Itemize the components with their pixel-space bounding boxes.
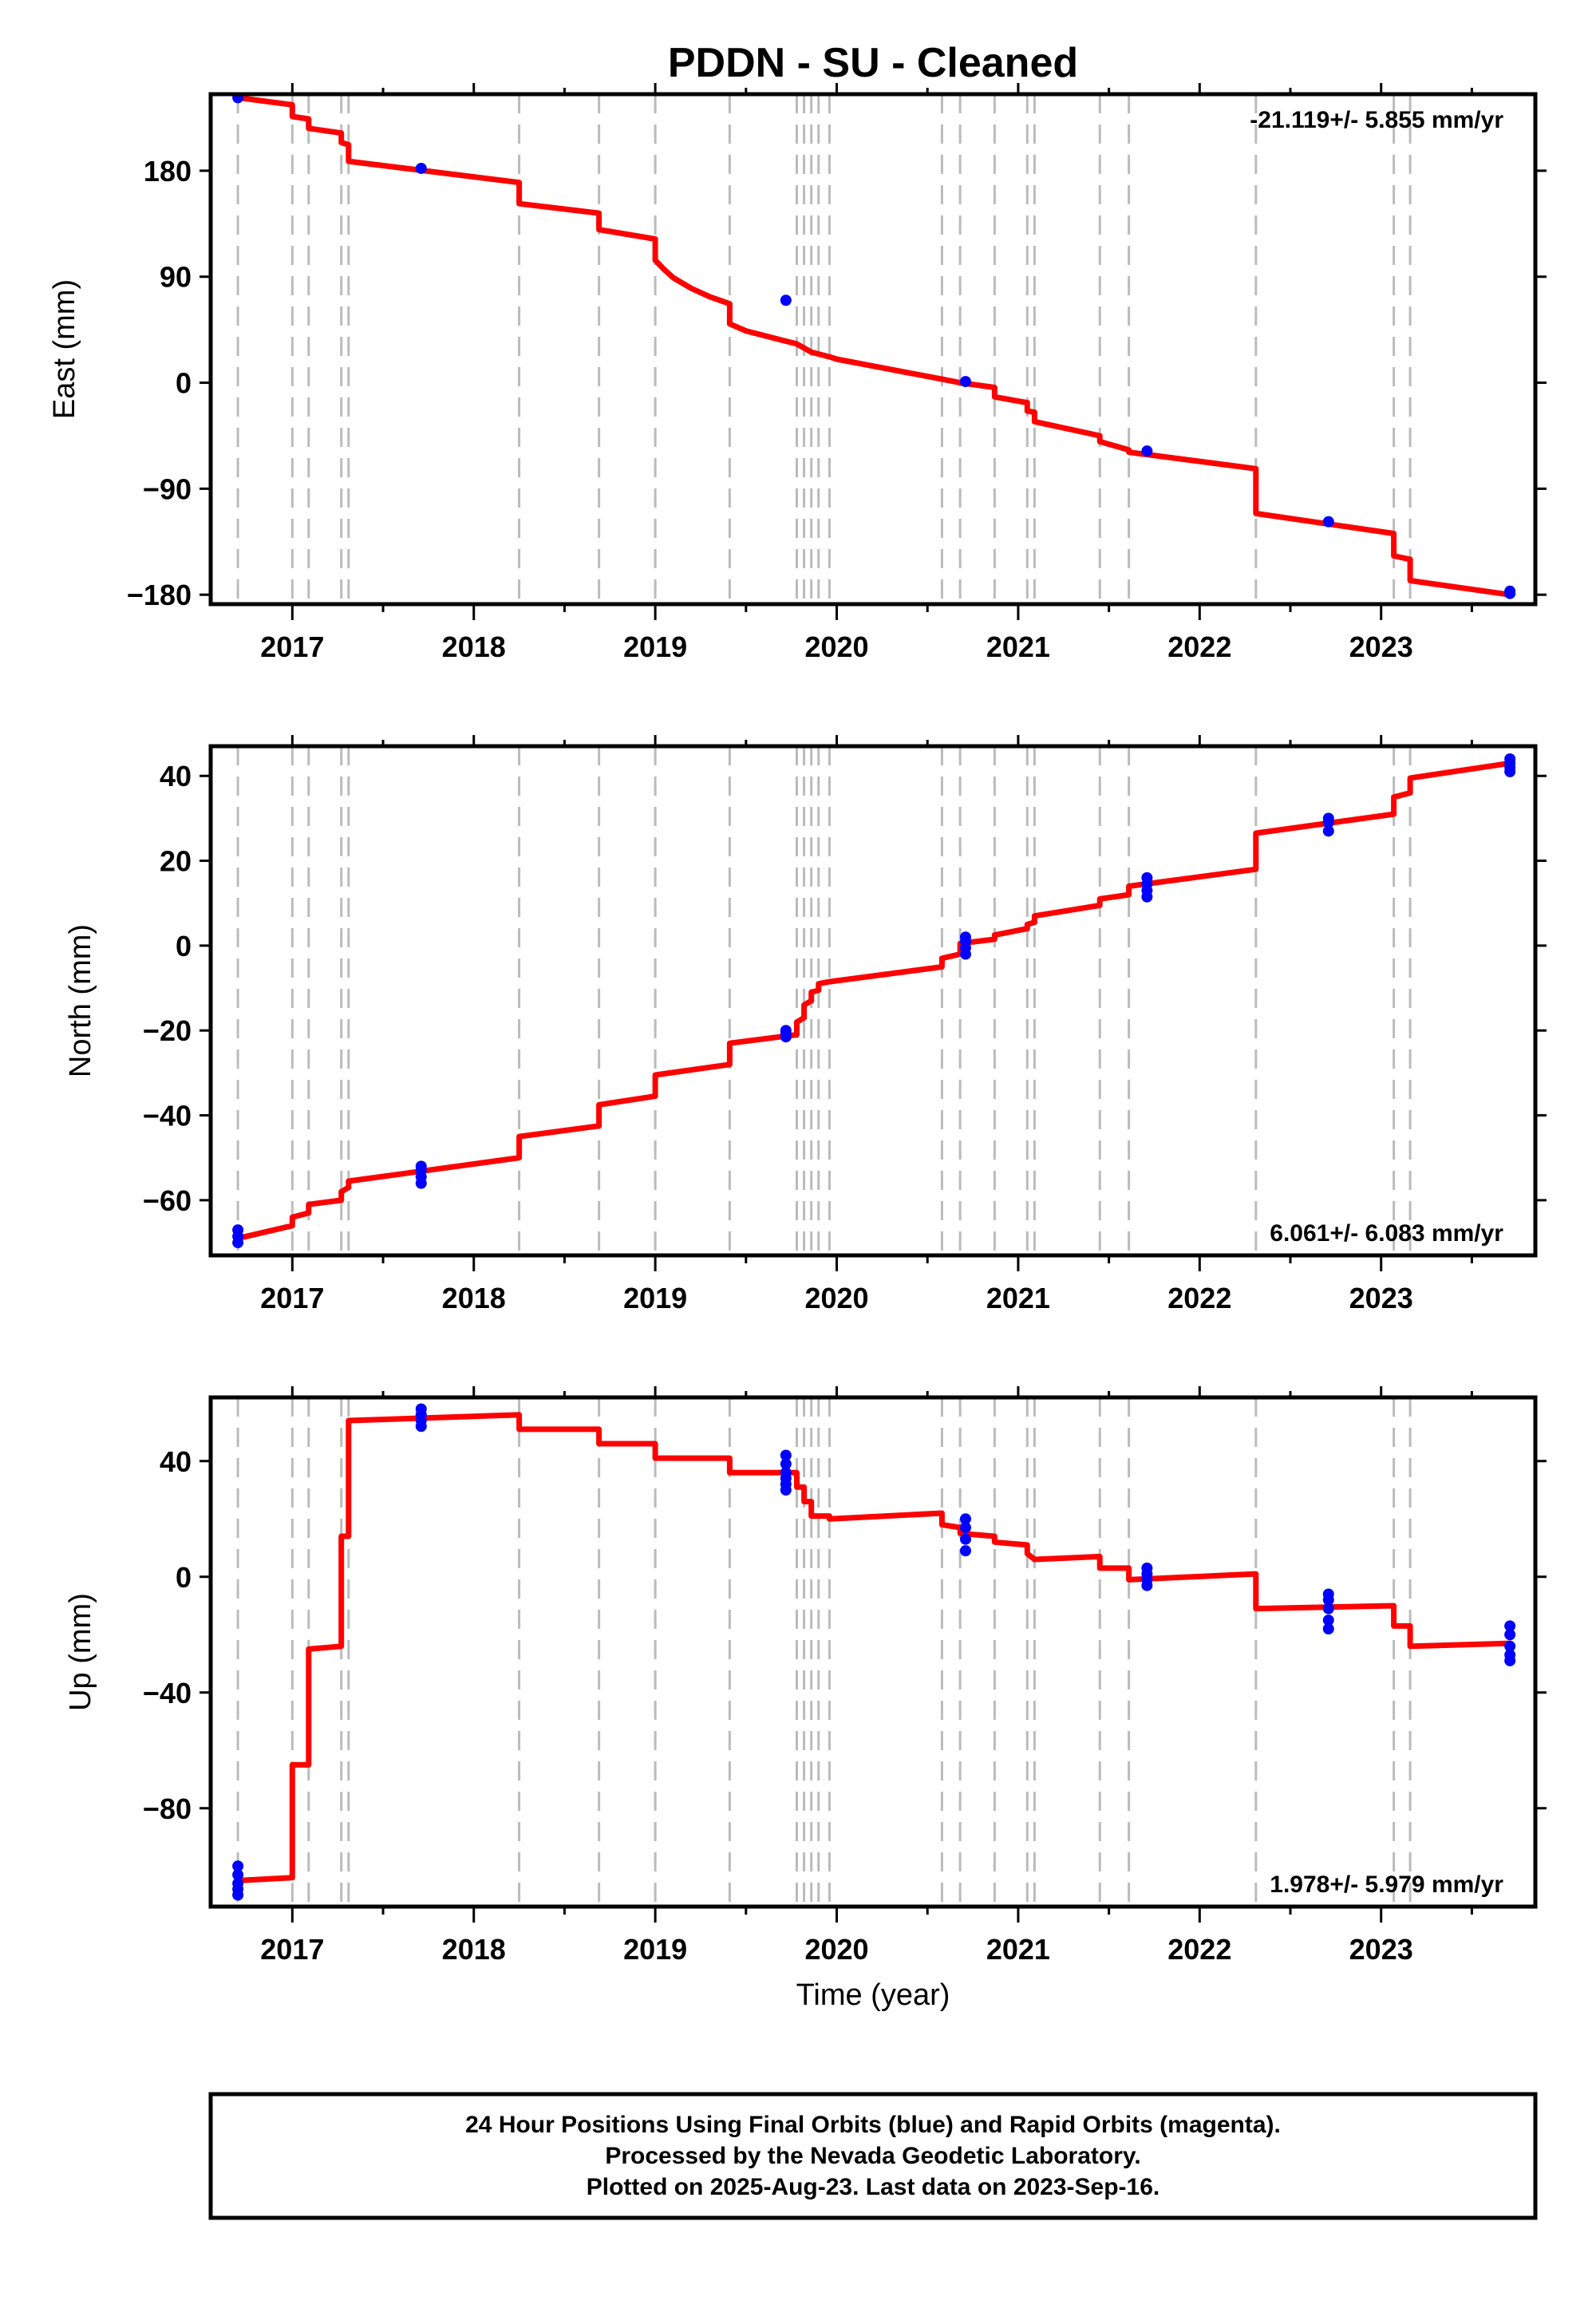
up-y-tick-label: −40 [143,1677,192,1709]
footer-box: 24 Hour Positions Using Final Orbits (bl… [208,2092,1538,2220]
north-x-tick-label: 2023 [1349,1282,1413,1314]
north-x-tick-label: 2020 [804,1282,868,1314]
up-model-line [235,1412,1513,1883]
north-x-tick-label: 2022 [1167,1282,1231,1314]
up-x-tick-label: 2022 [1167,1933,1231,1966]
up-x-tick-label: 2018 [442,1933,506,1966]
east-data-point [415,162,427,174]
east-data-point [1141,445,1153,457]
east-y-tick-label: −90 [143,472,192,505]
north-y-tick-label: 0 [176,930,192,962]
east-frame [208,92,1538,607]
east-y-tick-label: −180 [127,579,192,611]
east-panel: 180 90 0 −90 −180 2017 2018 2019 2020 2021 2022 202… [48,83,1547,663]
north-data-point [1141,891,1153,903]
north-data-point [1322,816,1334,828]
east-x-tick-label: 2021 [986,630,1050,663]
east-x-tick-label: 2018 [442,630,506,663]
north-model-line [235,760,1513,1242]
east-y-tick-label: 0 [176,367,192,400]
north-y-tick-label: 20 [160,845,192,878]
east-data-point [959,376,971,388]
up-frame [208,1395,1538,1909]
east-data-point [780,294,792,306]
east-data-point [232,94,244,104]
up-data-point [959,1533,971,1545]
up-data-point [1504,1640,1516,1652]
north-data-point [780,1031,792,1043]
up-panel: 40 0 −40 −80 2017 2018 2019 2020 2021 2022 2023 Up … [64,1386,1547,1966]
up-data-point [959,1545,971,1557]
east-y-tick-label: 90 [160,261,192,294]
up-data-point [959,1522,971,1534]
up-x-tick-label: 2023 [1349,1933,1413,1966]
up-x-tick-label: 2017 [260,1933,324,1966]
up-data-point [780,1458,792,1470]
east-model-line [235,94,1513,598]
east-rate-label: -21.119+/- 5.855 mm/yr [1250,107,1503,133]
east-y-axis-label: East (mm) [48,279,81,419]
up-y-axis-label: Up (mm) [64,1593,97,1711]
footer-line-3: Plotted on 2025-Aug-23. Last data on 202… [587,2174,1160,2200]
north-x-tick-label: 2021 [986,1282,1050,1314]
north-rate-label: 6.061+/- 6.083 mm/yr [1270,1220,1503,1247]
north-data-point [1322,825,1334,837]
north-y-tick-label: −20 [143,1014,192,1047]
north-data-point [959,948,971,960]
east-x-tick-label: 2023 [1349,630,1413,663]
east-y-tick-label: 180 [144,155,192,188]
north-data-point [415,1177,427,1189]
up-x-tick-label: 2021 [986,1933,1050,1966]
up-rate-label: 1.978+/- 5.979 mm/yr [1270,1871,1503,1898]
north-data-point [1504,765,1516,777]
east-x-tick-label: 2019 [623,630,687,663]
north-data-point [232,1237,244,1249]
up-y-tick-label: 40 [160,1445,192,1478]
up-x-tick-label: 2019 [623,1933,687,1966]
x-axis-label: Time (year) [796,1978,950,2012]
up-data-point [1322,1594,1334,1606]
east-data-point [1504,585,1516,597]
east-data [232,94,1516,599]
up-data-point [780,1449,792,1461]
east-x-tick-label: 2022 [1167,630,1231,663]
up-y-tick-label: −80 [143,1792,192,1825]
up-data-point [959,1513,971,1525]
east-x-tick-label: 2020 [804,630,868,663]
up-data-point [232,1860,244,1872]
up-data-point [1322,1603,1334,1614]
footer-line-2: Processed by the Nevada Geodetic Laborat… [605,2143,1140,2169]
north-data [232,753,1516,1249]
north-x-tick-label: 2018 [442,1282,506,1314]
up-data [232,1403,1516,1901]
up-data-point [1504,1654,1516,1666]
north-frame [208,744,1538,1258]
north-y-tick-label: −60 [143,1184,192,1217]
east-event-lines [236,94,1412,604]
up-data-point [232,1869,244,1881]
up-event-lines [236,1397,1412,1907]
east-data-point [1322,516,1334,528]
north-y-axis-label: North (mm) [64,924,97,1077]
up-x-tick-label: 2020 [804,1933,868,1966]
up-data-point [1504,1620,1516,1632]
north-event-lines [236,746,1412,1255]
up-data-point [232,1889,244,1901]
up-data-point [1322,1614,1334,1626]
east-x-tick-label: 2017 [260,630,324,663]
up-data-point [415,1421,427,1433]
north-y-tick-label: 40 [160,760,192,792]
up-data-point [1141,1579,1153,1591]
up-data-point [1322,1623,1334,1634]
up-y-tick-label: 0 [176,1561,192,1594]
north-panel: 40 20 0 −20 −40 −60 2017 2018 2019 2020 2021 2022 20… [64,735,1547,1314]
chart-title: PDDN - SU - Cleaned [668,40,1078,86]
up-data-point [1504,1629,1516,1641]
north-x-tick-label: 2019 [623,1282,687,1314]
north-x-tick-label: 2017 [260,1282,324,1314]
footer-line-1: 24 Hour Positions Using Final Orbits (bl… [465,2112,1281,2138]
up-data-point [780,1484,792,1496]
north-y-tick-label: −40 [143,1100,192,1132]
